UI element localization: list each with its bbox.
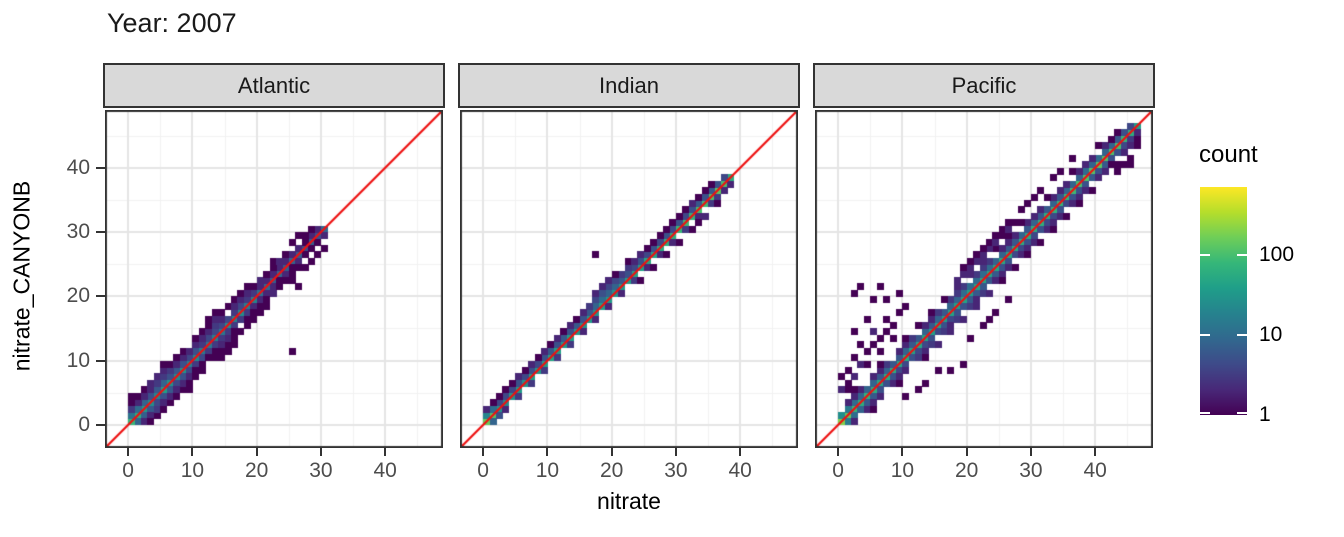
- x-tick-mark: [1094, 448, 1097, 456]
- x-tick-mark: [674, 448, 677, 456]
- facet-strip-label: Indian: [599, 72, 659, 98]
- plot-title: Year: 2007: [107, 8, 237, 38]
- y-axis-label: nitrate_CANYONB: [8, 180, 35, 372]
- y-tick-mark: [96, 231, 105, 234]
- panel-pacific: [815, 110, 1153, 448]
- x-tick-label: 30: [664, 459, 688, 482]
- legend-tick-mark: [1237, 253, 1247, 256]
- x-tick-mark: [319, 448, 322, 456]
- x-tick-mark: [1029, 448, 1032, 456]
- x-tick-label: 30: [1019, 459, 1043, 482]
- legend-tick-mark: [1237, 412, 1247, 414]
- x-tick-mark: [482, 448, 485, 456]
- facet-strip-atlantic: Atlantic: [103, 63, 445, 108]
- legend-tick-mark: [1200, 333, 1210, 336]
- x-tick-label: 10: [890, 459, 915, 482]
- x-tick-mark: [127, 448, 130, 456]
- y-tick-label: 40: [66, 155, 90, 179]
- x-tick-mark: [384, 448, 387, 456]
- x-tick-label: 0: [477, 459, 489, 482]
- x-tick-label: 40: [1083, 459, 1107, 482]
- y-tick-mark: [96, 359, 105, 362]
- facet-strip-indian: Indian: [458, 63, 800, 108]
- x-tick-label: 0: [122, 459, 134, 482]
- x-tick-mark: [191, 448, 194, 456]
- x-axis-label: nitrate: [597, 488, 661, 514]
- legend-tick-label: 10: [1259, 322, 1283, 346]
- x-tick-label: 40: [728, 459, 752, 482]
- x-tick-mark: [901, 448, 904, 456]
- x-tick-mark: [965, 448, 968, 456]
- legend-tick-mark: [1200, 412, 1210, 414]
- y-tick-label: 30: [66, 220, 90, 244]
- legend-tick-mark: [1200, 253, 1210, 256]
- x-tick-mark: [739, 448, 742, 456]
- legend-tick-label: 100: [1259, 242, 1295, 266]
- legend-tick-mark: [1237, 333, 1247, 336]
- x-tick-label: 20: [599, 459, 624, 482]
- x-tick-label: 0: [832, 459, 844, 482]
- panel-indian: [460, 110, 798, 448]
- y-tick-label: 20: [66, 284, 90, 308]
- legend-colorbar: [1200, 187, 1247, 415]
- x-tick-label: 40: [373, 459, 397, 482]
- legend-tick-label: 1: [1259, 403, 1271, 426]
- x-tick-mark: [837, 448, 840, 456]
- legend-title: count: [1199, 141, 1258, 168]
- facet-strip-pacific: Pacific: [813, 63, 1155, 108]
- y-tick-label: 10: [66, 348, 90, 372]
- y-tick-label: 0: [78, 412, 90, 436]
- x-tick-mark: [610, 448, 613, 456]
- y-tick-mark: [96, 295, 105, 298]
- y-tick-mark: [96, 166, 105, 169]
- x-tick-mark: [255, 448, 258, 456]
- x-tick-label: 20: [244, 459, 269, 482]
- x-tick-label: 10: [535, 459, 560, 482]
- facet-strip-label: Pacific: [951, 72, 1017, 98]
- x-tick-label: 10: [180, 459, 205, 482]
- panel-atlantic: [105, 110, 443, 448]
- x-tick-mark: [546, 448, 549, 456]
- x-tick-label: 20: [954, 459, 979, 482]
- facet-strip-label: Atlantic: [237, 72, 311, 98]
- y-tick-mark: [96, 423, 105, 426]
- x-tick-label: 30: [309, 459, 333, 482]
